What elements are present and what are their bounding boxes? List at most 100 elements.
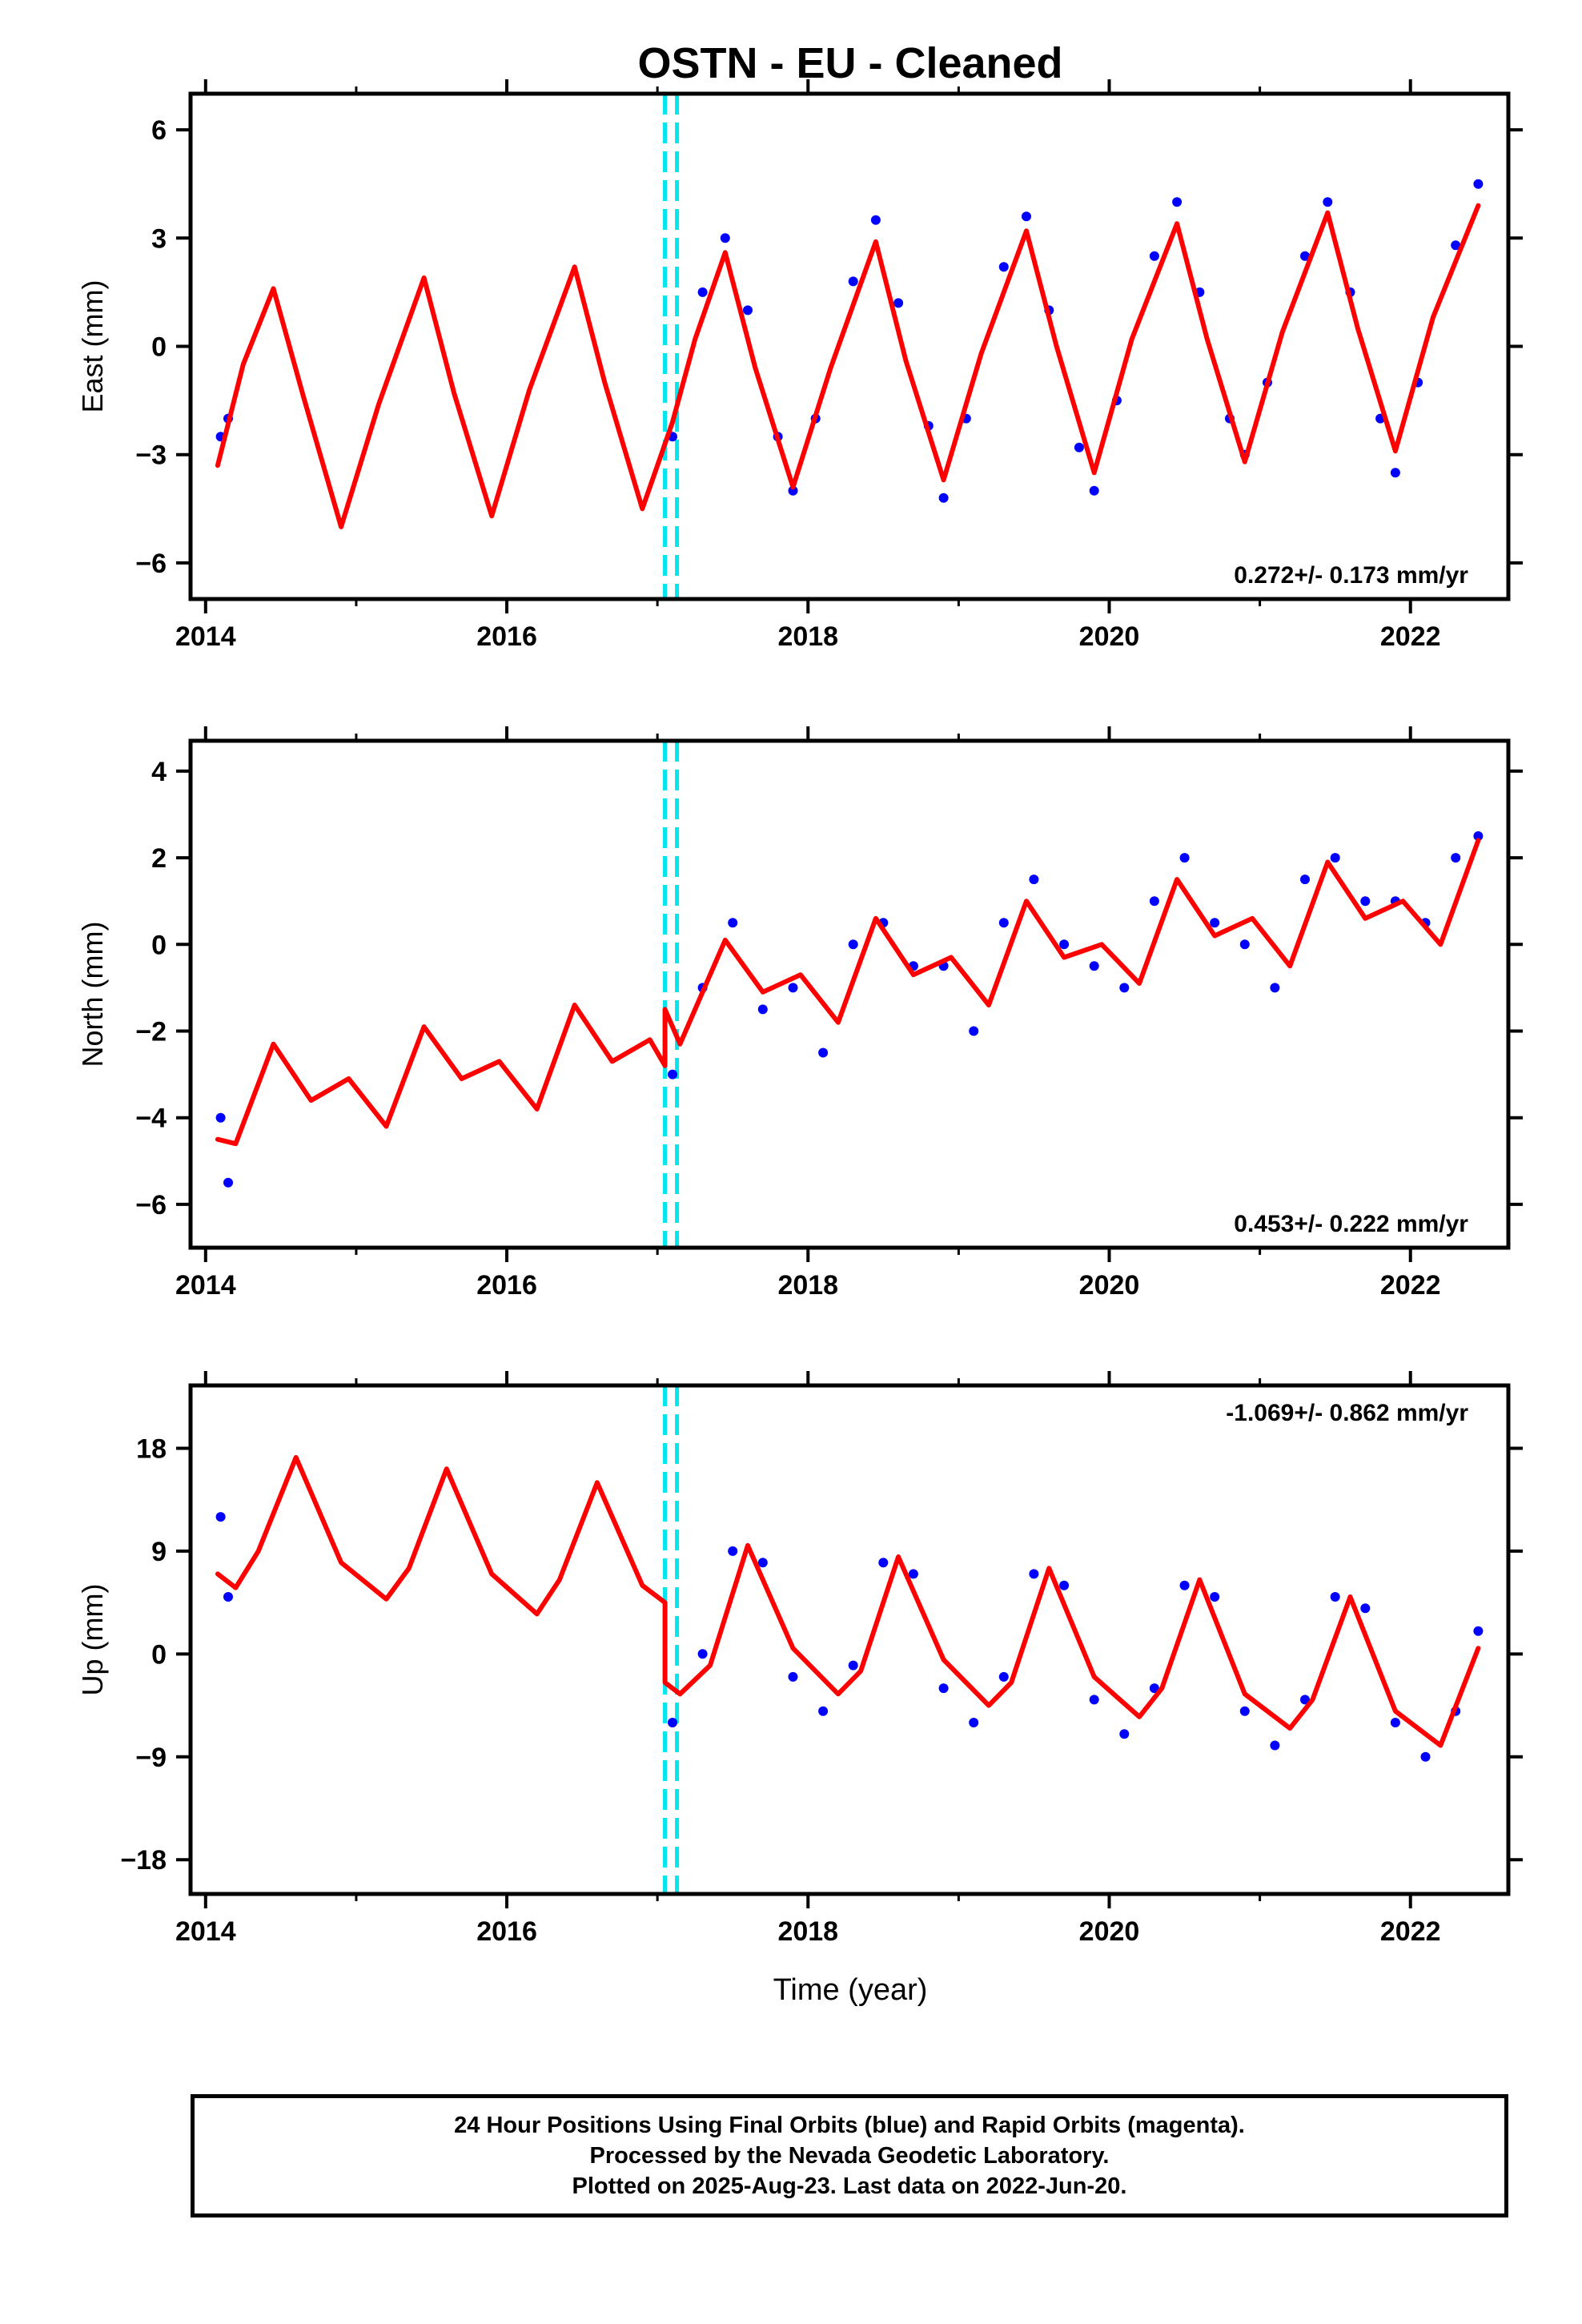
east-model-curve [215,203,1481,529]
up-point-30 [1473,1626,1484,1636]
east-point-5 [720,233,730,243]
east-point-17 [1022,211,1031,222]
east-xtick-label-2018: 2018 [777,621,838,652]
east-xtick-label-2020: 2020 [1079,621,1140,652]
north-point-21 [1210,918,1220,928]
east-ytick-label-0: −6 [135,549,167,579]
north-point-8 [818,1047,829,1058]
east-point-28 [1300,251,1310,261]
north-ytick-label-2: −2 [135,1016,167,1047]
up-point-6 [757,1558,768,1568]
up-ytick-label-1: −9 [135,1743,167,1773]
east-point-22 [1149,251,1159,261]
north-xtick-label-2018: 2018 [777,1270,838,1301]
north-point-2 [223,1177,233,1188]
north-ytick-label-0: −6 [135,1190,167,1220]
north-plot-area [215,741,1484,1248]
north-point-20 [1179,853,1190,863]
up-ytick-label-2: 0 [151,1639,167,1670]
east-ytick-label-1: −3 [135,440,167,471]
north-point-23 [1270,983,1280,993]
up-xtick-label-2016: 2016 [476,1916,537,1947]
east-panel: 2014 2016 2018 2020 2022 −6 −3 0 3 6 East (mm) 0.27… [76,79,1523,652]
north-point-9 [848,939,858,950]
up-xtick-label-2014: 2014 [175,1916,236,1947]
north-point-1 [215,1112,226,1123]
chart-title: OSTN - EU - Cleaned [637,39,1062,87]
up-point-27 [1390,1718,1400,1727]
north-ytick-label-1: −4 [135,1104,167,1134]
north-rate-label: 0.453+/- 0.222 mm/yr [1234,1211,1468,1237]
east-point-35 [1473,179,1484,189]
north-panel: 2014 2016 2018 2020 2022 −6 −4 −2 0 2 4 North (mm) 0… [76,726,1523,1301]
east-point-34 [1451,240,1461,251]
east-point-32 [1390,468,1400,478]
east-point-19 [1074,442,1084,452]
up-plot-area [215,1385,1484,1894]
up-point-5 [728,1546,738,1556]
east-y-axis-label: East (mm) [76,280,109,413]
east-rate-label: 0.272+/- 0.173 mm/yr [1234,562,1468,589]
east-point-12 [893,298,904,308]
x-axis-label: Time (year) [773,1973,928,2007]
up-frame [188,1383,1511,1896]
up-point-16 [1059,1580,1070,1590]
east-frame [188,91,1511,601]
east-point-10 [848,276,858,287]
north-point-7 [788,983,798,993]
up-point-25 [1330,1592,1340,1602]
north-point-29 [1451,853,1461,863]
north-frame [188,738,1511,1250]
up-xtick-label-2020: 2020 [1079,1916,1140,1947]
up-point-2 [223,1592,233,1602]
north-xtick-label-2014: 2014 [175,1270,236,1301]
footer-box: 24 Hour Positions Using Final Orbits (bl… [191,2094,1508,2217]
up-ytick-label-4: 18 [136,1433,167,1464]
up-point-14 [998,1671,1009,1682]
up-point-3 [668,1718,677,1727]
east-xtick-label-2016: 2016 [476,621,537,652]
north-point-30 [1473,831,1484,841]
up-point-21 [1210,1592,1220,1602]
north-y-axis-label: North (mm) [76,922,109,1068]
east-xtick-label-2022: 2022 [1380,621,1441,652]
up-point-15 [1029,1569,1039,1579]
north-xtick-label-2022: 2022 [1380,1270,1441,1301]
north-point-18 [1119,983,1130,993]
up-point-20 [1179,1580,1190,1590]
up-point-28 [1420,1751,1431,1762]
up-point-8 [818,1706,829,1716]
footer-line-2: Processed by the Nevada Geodetic Laborat… [589,2143,1110,2169]
footer-line-1: 24 Hour Positions Using Final Orbits (bl… [454,2113,1245,2138]
east-ytick-label-2: 0 [151,332,167,363]
up-point-7 [788,1671,798,1682]
north-point-13 [969,1026,979,1036]
east-point-29 [1323,197,1333,207]
up-point-1 [215,1512,226,1522]
east-point-20 [1089,485,1099,496]
east-point-16 [998,262,1009,272]
east-point-23 [1172,197,1182,207]
up-rate-label: -1.069+/- 0.862 mm/yr [1226,1400,1468,1426]
up-point-11 [908,1569,918,1579]
north-point-15 [1029,875,1039,885]
north-ytick-label-3: 0 [151,930,167,960]
up-point-4 [697,1649,708,1659]
up-ytick-label-0: −18 [120,1845,167,1876]
east-ytick-label-3: 3 [151,223,167,254]
up-y-axis-label: Up (mm) [76,1584,109,1696]
up-point-19 [1149,1683,1159,1694]
north-point-6 [757,1004,768,1015]
north-ytick-label-5: 4 [151,757,167,787]
up-point-24 [1300,1695,1310,1705]
east-plot-area [215,94,1484,599]
north-xtick-label-2020: 2020 [1079,1270,1140,1301]
north-point-26 [1360,896,1371,907]
up-point-10 [878,1558,889,1568]
up-xtick-label-2018: 2018 [777,1916,838,1947]
north-point-17 [1089,961,1099,971]
east-point-14 [938,493,949,503]
up-model-curve [215,1454,1481,1748]
